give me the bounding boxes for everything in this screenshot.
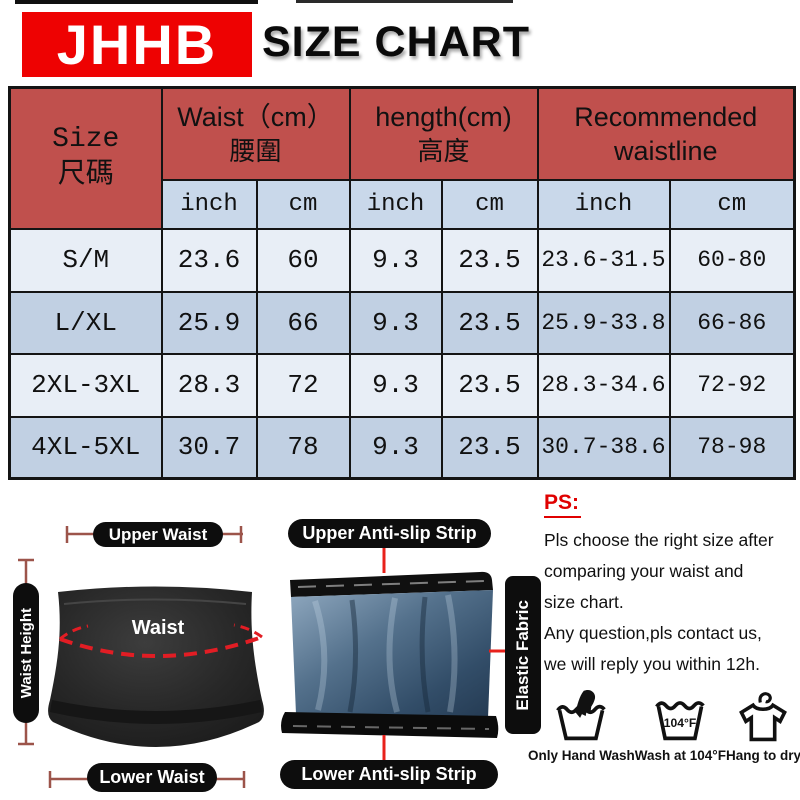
- care-instructions: Only Hand Wash 104°F Wash at 104°F Hang …: [528, 688, 800, 763]
- length-group-header: hength(cm) 高度: [348, 86, 539, 181]
- table-cell: 28.3: [160, 352, 258, 418]
- svg-text:104°F: 104°F: [664, 716, 697, 730]
- waist-dashed-line: [59, 635, 263, 658]
- lower-anti-slip-label: Lower Anti-slip Strip: [280, 760, 498, 789]
- note-line: Any question,pls contact us,: [544, 623, 762, 643]
- table-cell: 23.5: [440, 352, 539, 418]
- table-cell: 23.5: [440, 290, 539, 355]
- table-cell: 23.5: [440, 227, 539, 293]
- upper-waist-label: Upper Waist: [93, 522, 223, 547]
- table-cell: 66-86: [668, 290, 796, 355]
- care-item: Hang to dry: [726, 688, 800, 763]
- unit-cell: inch: [160, 178, 258, 230]
- table-cell: 25.9-33.8: [536, 290, 671, 355]
- waist-label: Waist: [131, 617, 185, 639]
- table-row: S/M 23.6 60 9.3 23.5 23.6-31.5 60-80: [8, 227, 796, 293]
- table-row: 2XL-3XL 28.3 72 9.3 23.5 28.3-34.6 72-92: [8, 352, 796, 418]
- table-cell: 60: [255, 227, 351, 293]
- note-block: PS: Pls choose the right size after comp…: [544, 491, 796, 680]
- note-line: comparing your waist and: [544, 561, 744, 581]
- table-cell: 72: [255, 352, 351, 418]
- waist-height-label: Waist Height: [13, 583, 39, 723]
- page-title: SIZE CHART: [262, 18, 530, 66]
- unit-cell: inch: [536, 178, 671, 230]
- front-garment-image: [48, 586, 264, 747]
- unit-subheader-row: inch cm inch cm inch cm: [10, 178, 796, 230]
- top-border-line: [296, 0, 513, 3]
- table-cell: 25.9: [160, 290, 258, 355]
- note-title: PS:: [544, 491, 582, 518]
- table-cell: 9.3: [348, 227, 443, 293]
- size-value: 4XL-5XL: [8, 415, 163, 480]
- table-cell: 23.6-31.5: [536, 227, 671, 293]
- table-cell: 30.7: [160, 415, 258, 480]
- recommended-group-header: Recommended waistline: [536, 86, 796, 181]
- waist-group-header: Waist（cm） 腰圍: [160, 86, 351, 181]
- unit-cell: cm: [255, 178, 351, 230]
- table-cell: 28.3-34.6: [536, 352, 671, 418]
- elastic-fabric-label: Elastic Fabric: [505, 576, 541, 734]
- wash-temperature-icon: 104°F: [655, 701, 706, 741]
- note-line: we will reply you within 12h.: [544, 654, 760, 674]
- table-row: L/XL 25.9 66 9.3 23.5 25.9-33.8 66-86: [8, 290, 796, 355]
- size-value: L/XL: [8, 290, 163, 355]
- size-value: S/M: [8, 227, 163, 293]
- table-cell: 9.3: [348, 352, 443, 418]
- unit-cell: cm: [668, 178, 796, 230]
- size-header-zh: 尺碼: [57, 160, 114, 192]
- size-column-header: Size 尺碼: [8, 86, 163, 230]
- label-connector-lines: [382, 547, 505, 760]
- top-border-line: [15, 0, 258, 4]
- care-item: Only Hand Wash: [528, 688, 635, 763]
- table-cell: 78: [255, 415, 351, 480]
- table-row: 4XL-5XL 30.7 78 9.3 23.5 30.7-38.6 78-98: [8, 415, 796, 480]
- size-table: Size 尺碼 Waist（cm） 腰圍 hength(cm) 高度 Recom…: [8, 86, 796, 480]
- upper-anti-slip-label: Upper Anti-slip Strip: [288, 519, 491, 548]
- table-cell: 30.7-38.6: [536, 415, 671, 480]
- hang-dry-icon: [739, 692, 788, 742]
- hand-wash-icon: [556, 689, 607, 741]
- table-cell: 60-80: [668, 227, 796, 293]
- inner-garment-image: [281, 571, 499, 738]
- size-header-en: Size: [52, 124, 120, 156]
- care-item: 104°F Wash at 104°F: [635, 688, 726, 763]
- note-line: size chart.: [544, 592, 624, 612]
- table-cell: 9.3: [348, 415, 443, 480]
- table-cell: 72-92: [668, 352, 796, 418]
- table-cell: 23.5: [440, 415, 539, 480]
- unit-cell: inch: [348, 178, 443, 230]
- table-cell: 23.6: [160, 227, 258, 293]
- size-value: 2XL-3XL: [8, 352, 163, 418]
- unit-cell: cm: [440, 178, 539, 230]
- table-cell: 66: [255, 290, 351, 355]
- brand-logo: JHHB: [22, 12, 252, 77]
- table-cell: 78-98: [668, 415, 796, 480]
- note-line: Pls choose the right size after: [544, 530, 774, 550]
- table-cell: 9.3: [348, 290, 443, 355]
- lower-waist-label: Lower Waist: [87, 763, 217, 792]
